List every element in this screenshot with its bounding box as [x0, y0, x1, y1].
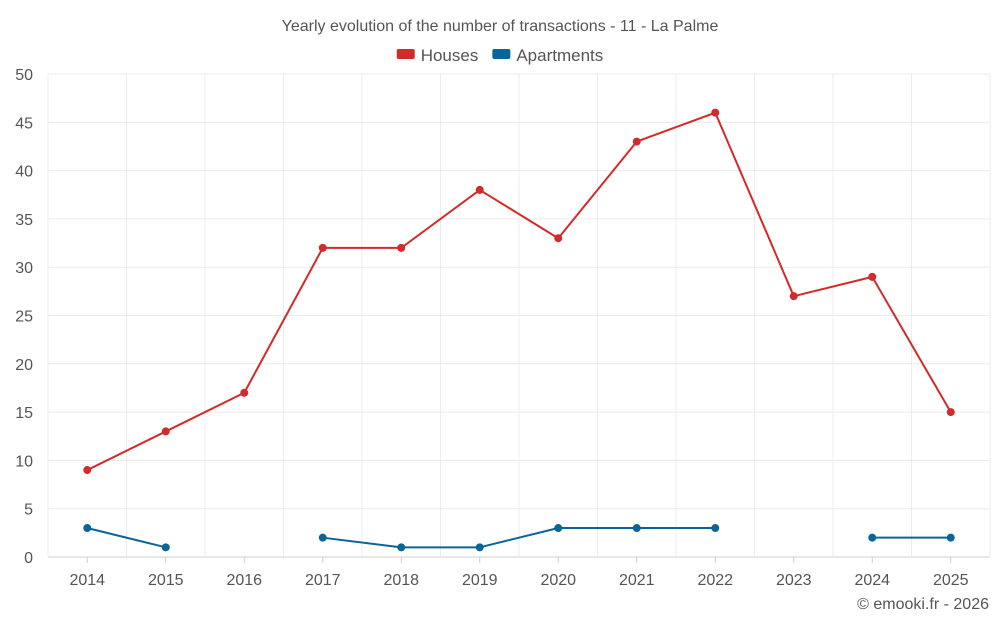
houses-point-2015 — [161, 427, 170, 436]
series-layer — [83, 108, 955, 552]
x-tick-label: 2022 — [697, 572, 733, 589]
x-tick-label: 2017 — [305, 572, 341, 589]
x-tick-label: 2024 — [854, 572, 890, 589]
houses-point-2021 — [632, 137, 641, 146]
houses-point-2022 — [711, 108, 720, 117]
houses-point-2024 — [868, 272, 877, 281]
series-apartments — [83, 524, 955, 552]
y-tick-label: 45 — [15, 115, 33, 132]
y-tick-label: 30 — [15, 260, 33, 277]
y-tick-label: 15 — [15, 405, 33, 422]
y-tick-label: 50 — [15, 67, 33, 84]
houses-point-2023 — [789, 292, 798, 301]
apartments-point-2020 — [554, 524, 563, 533]
y-tick-label: 25 — [15, 309, 33, 326]
apartments-line — [87, 527, 166, 549]
apartments-point-2017 — [318, 533, 327, 542]
y-tick-label: 20 — [15, 357, 33, 374]
apartments-point-2018 — [397, 543, 406, 552]
chart-title: Yearly evolution of the number of transa… — [282, 18, 719, 35]
apartments-point-2025 — [946, 533, 955, 542]
apartments-point-2015 — [161, 543, 170, 552]
x-axis: 2014 2015 2016 2017 2018 2019 2020 2021 2022 2023… — [69, 557, 969, 589]
x-tick-label: 2019 — [462, 572, 498, 589]
apartments-point-2022 — [711, 524, 720, 533]
apartments-line — [322, 527, 716, 549]
apartments-legend-swatch — [492, 49, 511, 59]
x-tick-label: 2016 — [226, 572, 262, 589]
y-tick-label: 35 — [15, 212, 33, 229]
x-tick-label: 2014 — [69, 572, 105, 589]
copyright-text: © emooki.fr - 2026 — [857, 596, 989, 613]
y-tick-label: 10 — [15, 453, 33, 470]
x-tick-label: 2015 — [148, 572, 184, 589]
y-tick-label: 40 — [15, 164, 33, 181]
apartments-point-2024 — [868, 533, 877, 542]
grid — [47, 73, 991, 558]
x-tick-label: 2025 — [933, 572, 969, 589]
houses-line — [86, 111, 952, 471]
x-tick-label: 2023 — [776, 572, 812, 589]
x-tick-label: 2018 — [383, 572, 419, 589]
houses-point-2019 — [475, 185, 484, 194]
series-houses — [83, 108, 955, 475]
legend: Houses Apartments — [396, 46, 603, 65]
apartments-point-2021 — [632, 524, 641, 533]
houses-point-2016 — [240, 388, 249, 397]
x-tick-label: 2020 — [540, 572, 576, 589]
houses-point-2018 — [397, 243, 406, 252]
y-axis: 0 5 10 15 20 25 30 35 40 45 50 — [15, 67, 33, 567]
y-tick-label: 5 — [24, 502, 33, 519]
houses-legend-swatch — [396, 49, 415, 59]
houses-point-2025 — [946, 408, 955, 417]
apartments-point-2019 — [475, 543, 484, 552]
houses-point-2017 — [318, 243, 327, 252]
x-tick-label: 2021 — [619, 572, 655, 589]
houses-legend-label: Houses — [421, 46, 479, 65]
apartments-legend-label: Apartments — [516, 46, 603, 65]
houses-point-2020 — [554, 234, 563, 243]
apartments-point-2014 — [83, 524, 92, 533]
y-tick-label: 0 — [24, 550, 33, 567]
houses-point-2014 — [83, 466, 92, 475]
